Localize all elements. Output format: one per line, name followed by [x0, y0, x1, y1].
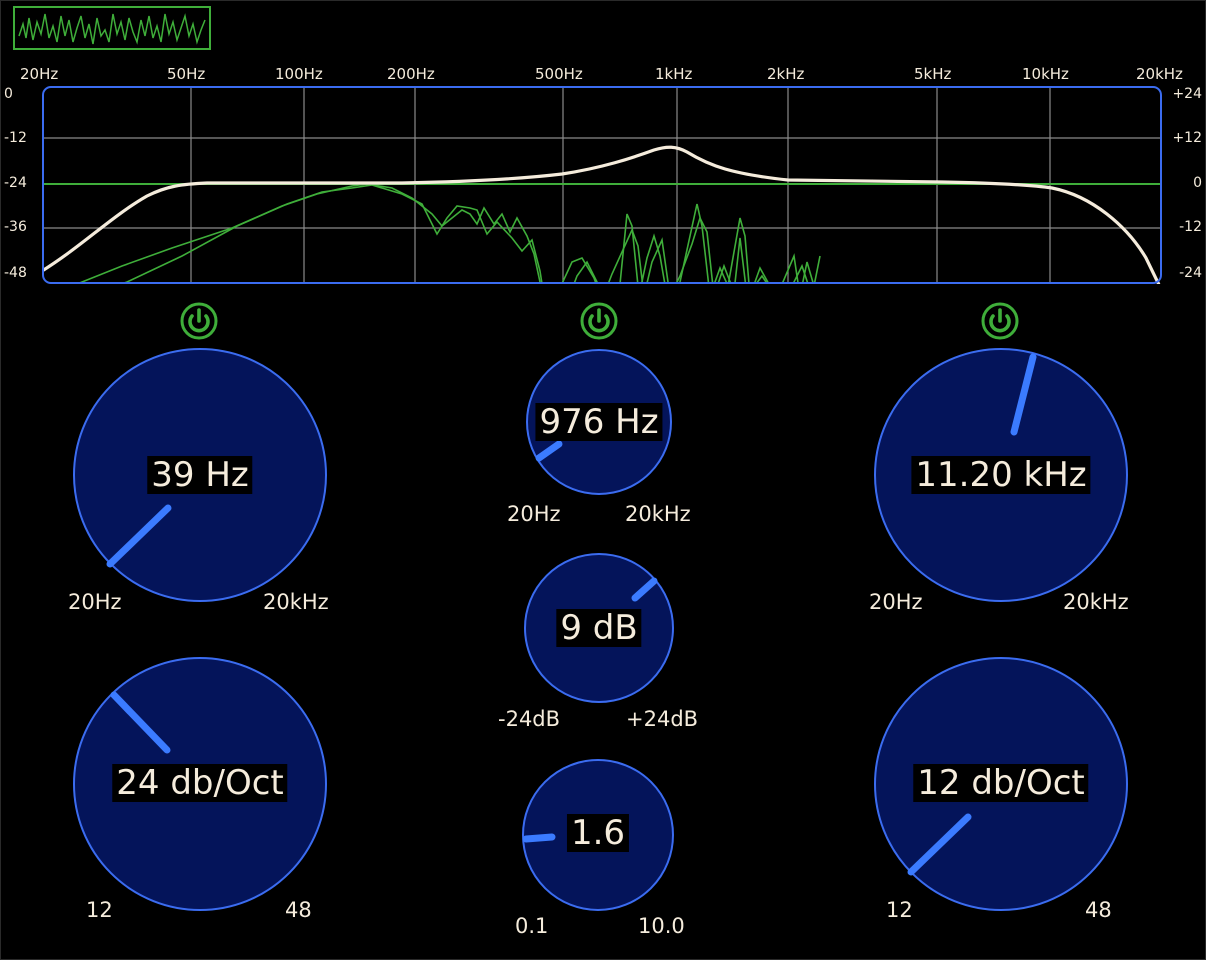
spectrum-right: [118, 184, 809, 284]
db-left-label: 0: [4, 86, 13, 102]
freq-label-2khz: 2kHz: [767, 65, 805, 83]
db-right-label: +24: [1172, 86, 1202, 102]
waveform-trace: [18, 13, 206, 45]
db-left-label: -36: [4, 219, 27, 235]
knob-min-label: 0.1: [515, 914, 549, 938]
knob-value: 12 db/Oct: [913, 764, 1089, 802]
db-left-label: -24: [4, 175, 27, 191]
high-cut-bypass-button[interactable]: [980, 301, 1020, 341]
freq-label-10khz: 10kHz: [1022, 65, 1069, 83]
db-right-label: 0: [1193, 175, 1202, 191]
knob-min-label: 12: [86, 898, 113, 922]
db-right-label: -12: [1179, 219, 1202, 235]
graph-border: [42, 86, 1162, 284]
knob-value: 39 Hz: [147, 456, 253, 494]
response-graph: [42, 86, 1162, 284]
peak-quality-knob[interactable]: 1.6: [522, 759, 674, 911]
response-curve-display: [42, 86, 1162, 284]
knob-max-label: 10.0: [638, 914, 685, 938]
eq-response-curve: [42, 145, 1161, 284]
knob-value: 24 db/Oct: [112, 764, 288, 802]
freq-label-50hz: 50Hz: [167, 65, 206, 83]
knob-min-label: 12: [886, 898, 913, 922]
db-left-label: -48: [4, 265, 27, 281]
knob-min-label: 20Hz: [68, 590, 122, 614]
freq-label-200hz: 200Hz: [387, 65, 435, 83]
db-right-label: +12: [1172, 130, 1202, 146]
knob-min-label: 20Hz: [507, 502, 561, 526]
power-icon: [180, 302, 218, 340]
peak-freq-knob[interactable]: 976 Hz: [526, 349, 672, 495]
freq-label-20hz: 20Hz: [20, 65, 59, 83]
power-icon: [580, 302, 618, 340]
knob-min-label: 20Hz: [869, 590, 923, 614]
freq-label-100hz: 100Hz: [275, 65, 323, 83]
peak-bypass-button[interactable]: [579, 301, 619, 341]
low-cut-freq-knob[interactable]: 39 Hz: [73, 348, 327, 602]
high-cut-slope-knob[interactable]: 12 db/Oct: [874, 657, 1128, 911]
knob-value: 976 Hz: [535, 403, 663, 441]
high-cut-freq-knob[interactable]: 11.20 kHz: [874, 348, 1128, 602]
freq-label-500hz: 500Hz: [535, 65, 583, 83]
knob-value: 9 dB: [556, 609, 642, 647]
knob-min-label: -24dB: [498, 707, 561, 731]
low-cut-slope-knob[interactable]: 24 db/Oct: [73, 657, 327, 911]
knob-max-label: +24dB: [626, 707, 699, 731]
knob-max-label: 20kHz: [625, 502, 691, 526]
low-cut-bypass-button[interactable]: [179, 301, 219, 341]
knob-max-label: 20kHz: [1063, 590, 1129, 614]
knob-max-label: 48: [1085, 898, 1112, 922]
freq-label-1khz: 1kHz: [655, 65, 693, 83]
knob-value: 1.6: [566, 814, 630, 852]
knob-value: 11.20 kHz: [911, 456, 1091, 494]
db-left-label: -12: [4, 130, 27, 146]
knob-max-label: 48: [285, 898, 312, 922]
db-right-label: -24: [1179, 265, 1202, 281]
knob-max-label: 20kHz: [263, 590, 329, 614]
freq-label-20khz: 20kHz: [1136, 65, 1183, 83]
peak-gain-knob[interactable]: 9 dB: [524, 553, 674, 703]
waveform-scope[interactable]: [13, 6, 211, 50]
power-icon: [981, 302, 1019, 340]
freq-label-5khz: 5kHz: [914, 65, 952, 83]
